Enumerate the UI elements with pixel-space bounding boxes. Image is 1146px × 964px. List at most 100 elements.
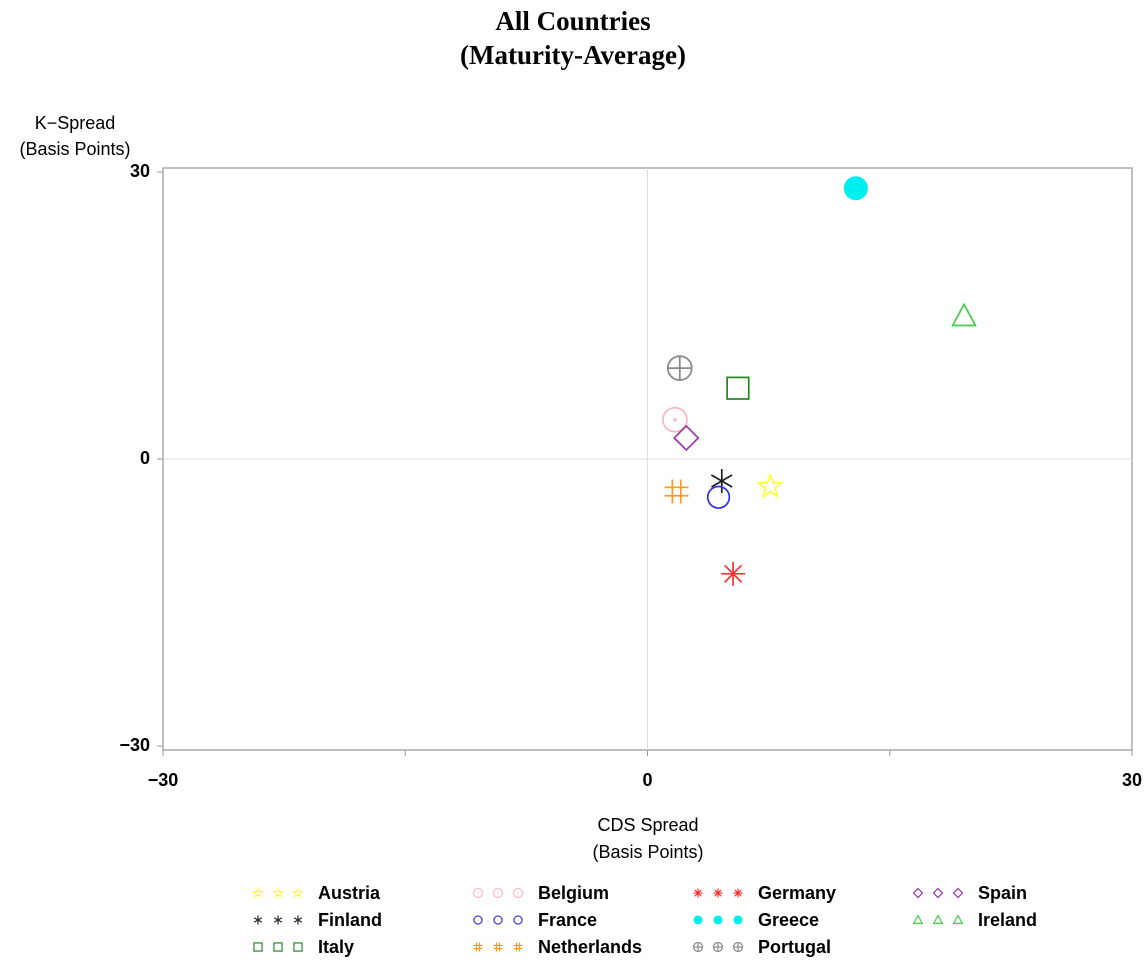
legend-marker xyxy=(713,888,723,898)
legend-marker xyxy=(472,887,484,899)
legend-marker xyxy=(693,915,703,925)
marker-part xyxy=(512,887,524,899)
legend-marker xyxy=(253,915,263,925)
marker-part xyxy=(272,886,284,899)
legend-marker xyxy=(512,887,524,899)
point xyxy=(843,176,868,201)
legend-marker xyxy=(952,914,964,924)
marker-part xyxy=(493,915,503,925)
legend-marker xyxy=(733,888,743,898)
legend-marker xyxy=(692,941,704,953)
legend-label: Austria xyxy=(318,883,381,903)
legend-marker xyxy=(473,915,483,925)
marker-part xyxy=(734,889,742,897)
marker-part xyxy=(293,942,303,952)
marker-part xyxy=(912,887,924,899)
point xyxy=(673,424,700,452)
legend-label: Italy xyxy=(318,937,354,957)
chart-subtitle: (Maturity-Average) xyxy=(460,40,686,70)
legend-marker xyxy=(293,942,303,952)
marker-part xyxy=(932,887,944,899)
marker-part xyxy=(843,176,868,201)
marker-part xyxy=(714,889,722,897)
marker-part xyxy=(673,417,677,422)
marker-part xyxy=(292,886,304,899)
legend-marker xyxy=(273,942,283,952)
legend-marker xyxy=(733,915,743,925)
marker-part xyxy=(293,917,303,923)
x-tick-label: −30 xyxy=(148,770,179,790)
x-tick-label: 0 xyxy=(642,770,652,790)
marker-part xyxy=(713,915,723,925)
legend-label: Germany xyxy=(758,883,836,903)
marker-part xyxy=(252,886,264,899)
marker-part xyxy=(694,889,702,897)
point xyxy=(664,479,689,504)
marker-part xyxy=(497,892,499,894)
marker-part xyxy=(673,424,700,452)
marker-part xyxy=(472,887,484,899)
legend-label: Greece xyxy=(758,910,819,930)
point xyxy=(666,355,693,381)
point xyxy=(706,485,731,509)
marker-part xyxy=(662,406,688,433)
x-tick-label: 30 xyxy=(1122,770,1142,790)
legend-marker xyxy=(713,915,723,925)
y-axis-label: (Basis Points) xyxy=(19,139,130,159)
legend-marker xyxy=(252,886,264,899)
legend-label: Netherlands xyxy=(538,937,642,957)
marker-part xyxy=(726,376,750,400)
legend-label: Finland xyxy=(318,910,382,930)
marker-part xyxy=(952,914,964,924)
legend-marker xyxy=(492,887,504,899)
legend-label: Portugal xyxy=(758,937,831,957)
marker-part xyxy=(253,942,263,952)
point xyxy=(951,302,977,327)
point xyxy=(710,469,733,494)
legend-label: Belgium xyxy=(538,883,609,903)
y-tick-label: −30 xyxy=(119,735,150,755)
point xyxy=(721,561,746,586)
legend-marker xyxy=(253,942,263,952)
legend-marker xyxy=(732,941,744,953)
legend-label: Spain xyxy=(978,883,1027,903)
legend-marker xyxy=(912,887,924,899)
marker-part xyxy=(733,915,743,925)
x-axis-label: (Basis Points) xyxy=(592,842,703,862)
legend-marker xyxy=(693,888,703,898)
point xyxy=(756,472,784,499)
legend-marker xyxy=(493,942,503,952)
marker-part xyxy=(253,917,263,923)
legend-marker xyxy=(273,915,283,925)
marker-part xyxy=(473,915,483,925)
marker-part xyxy=(951,302,977,327)
legend-marker xyxy=(473,942,483,952)
marker-part xyxy=(932,914,944,924)
marker-part xyxy=(492,887,504,899)
y-tick-label: 30 xyxy=(130,161,150,181)
legend-marker xyxy=(272,886,284,899)
legend-marker xyxy=(712,941,724,953)
marker-part xyxy=(517,892,519,894)
legend-marker xyxy=(513,942,523,952)
chart-title: All Countries xyxy=(495,6,650,36)
legend-marker xyxy=(932,887,944,899)
legend-marker xyxy=(932,914,944,924)
marker-part xyxy=(273,942,283,952)
marker-part xyxy=(477,892,479,894)
marker-part xyxy=(710,474,733,488)
point xyxy=(726,376,750,400)
marker-part xyxy=(724,564,743,583)
legend-marker xyxy=(912,914,924,924)
y-tick-label: 0 xyxy=(140,448,150,468)
point xyxy=(662,406,688,433)
marker-part xyxy=(513,915,523,925)
legend-label: Ireland xyxy=(978,910,1037,930)
marker-part xyxy=(912,914,924,924)
marker-part xyxy=(952,887,964,899)
legend-marker xyxy=(293,915,303,925)
marker-part xyxy=(693,915,703,925)
marker-part xyxy=(706,485,731,509)
y-axis-label: K−Spread xyxy=(35,113,116,133)
x-axis-label: CDS Spread xyxy=(597,815,698,835)
